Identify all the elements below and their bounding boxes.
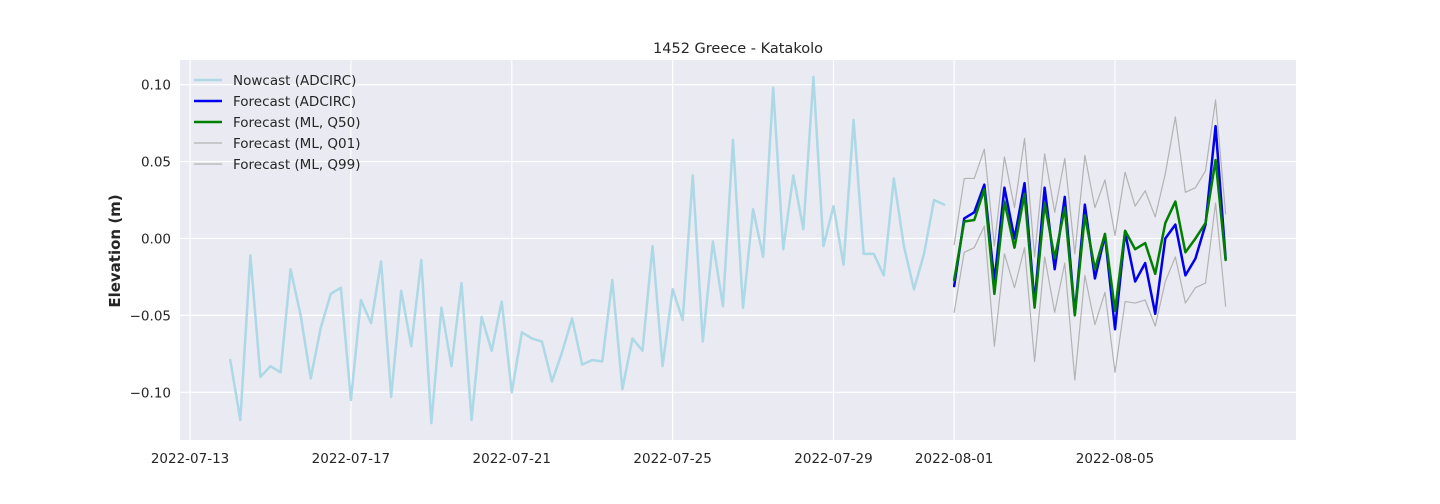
legend-entry: Forecast (ML, Q50) — [233, 115, 361, 131]
legend: Nowcast (ADCIRC) Forecast (ADCIRC) Forecas… — [194, 73, 361, 173]
x-tick-label: 2022-07-29 — [794, 451, 872, 467]
x-tick-label: 2022-08-01 — [915, 451, 993, 467]
y-tick-label: 0.10 — [141, 78, 171, 94]
chart-title: 1452 Greece - Katakolo — [653, 41, 823, 57]
x-tick-label: 2022-07-25 — [633, 451, 711, 467]
legend-entry: Forecast (ML, Q01) — [233, 136, 361, 152]
legend-entry: Nowcast (ADCIRC) — [233, 73, 356, 89]
legend-entry: Forecast (ADCIRC) — [233, 94, 356, 110]
y-tick-label: 0.00 — [141, 231, 171, 247]
y-axis: −0.10 −0.05 0.00 0.05 0.10 — [130, 78, 171, 402]
series-line-4 — [953, 99, 1227, 258]
y-tick-label: −0.05 — [130, 308, 171, 324]
series-layer — [229, 75, 1227, 425]
plot-background — [180, 60, 1296, 440]
x-tick-label: 2022-08-05 — [1076, 451, 1154, 467]
legend-entry: Forecast (ML, Q99) — [233, 157, 361, 173]
y-tick-label: −0.10 — [130, 385, 171, 401]
y-tick-label: 0.05 — [141, 155, 171, 171]
series-line-2 — [952, 158, 1227, 317]
x-tick-label: 2022-07-21 — [473, 451, 551, 467]
y-axis-label: Elevation (m) — [106, 194, 124, 307]
x-tick-label: 2022-07-17 — [312, 451, 390, 467]
series-line-3 — [953, 202, 1227, 381]
x-tick-label: 2022-07-13 — [151, 451, 229, 467]
x-axis: 2022-07-13 2022-07-17 2022-07-21 2022-07-25… — [151, 451, 1154, 467]
series-line-0 — [229, 75, 946, 425]
